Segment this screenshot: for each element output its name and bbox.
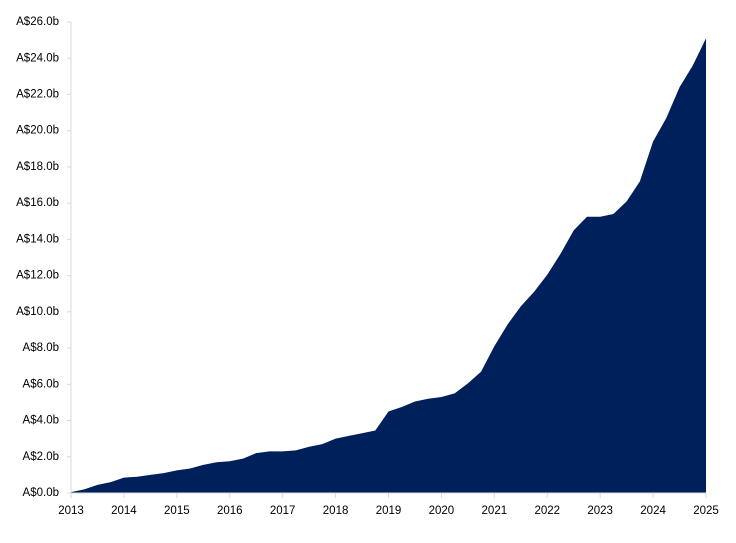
y-tick-label: A$26.0b (16, 16, 59, 28)
x-tick-label: 2017 (270, 505, 296, 517)
x-tick-label: 2013 (58, 505, 84, 517)
x-tick-label: 2015 (164, 505, 190, 517)
x-tick-label: 2023 (587, 505, 613, 517)
x-tick-label: 2022 (534, 505, 560, 517)
x-tick-label: 2024 (640, 505, 666, 517)
y-tick-label: A$24.0b (16, 52, 59, 64)
y-tick-label: A$20.0b (16, 125, 59, 137)
y-tick-label: A$18.0b (16, 161, 59, 173)
y-tick-label: A$6.0b (23, 378, 59, 390)
y-tick-label: A$16.0b (16, 197, 59, 209)
y-tick-label: A$22.0b (16, 88, 59, 100)
y-tick-label: A$14.0b (16, 233, 59, 245)
x-tick-label: 2016 (217, 505, 243, 517)
x-tick-label: 2025 (693, 505, 719, 517)
x-tick-label: 2021 (482, 505, 508, 517)
x-tick-label: 2020 (429, 505, 455, 517)
area (71, 38, 706, 494)
x-tick-label: 2019 (376, 505, 402, 517)
x-tick-label: 2018 (323, 505, 349, 517)
y-tick-label: A$8.0b (23, 342, 59, 354)
y-tick-label: A$2.0b (23, 451, 59, 463)
x-tick-label: 2014 (111, 505, 137, 517)
y-tick-label: A$4.0b (23, 415, 59, 427)
y-tick-label: A$10.0b (16, 306, 59, 318)
y-tick-label: A$12.0b (16, 270, 59, 282)
y-tick-label: A$0.0b (23, 487, 59, 499)
